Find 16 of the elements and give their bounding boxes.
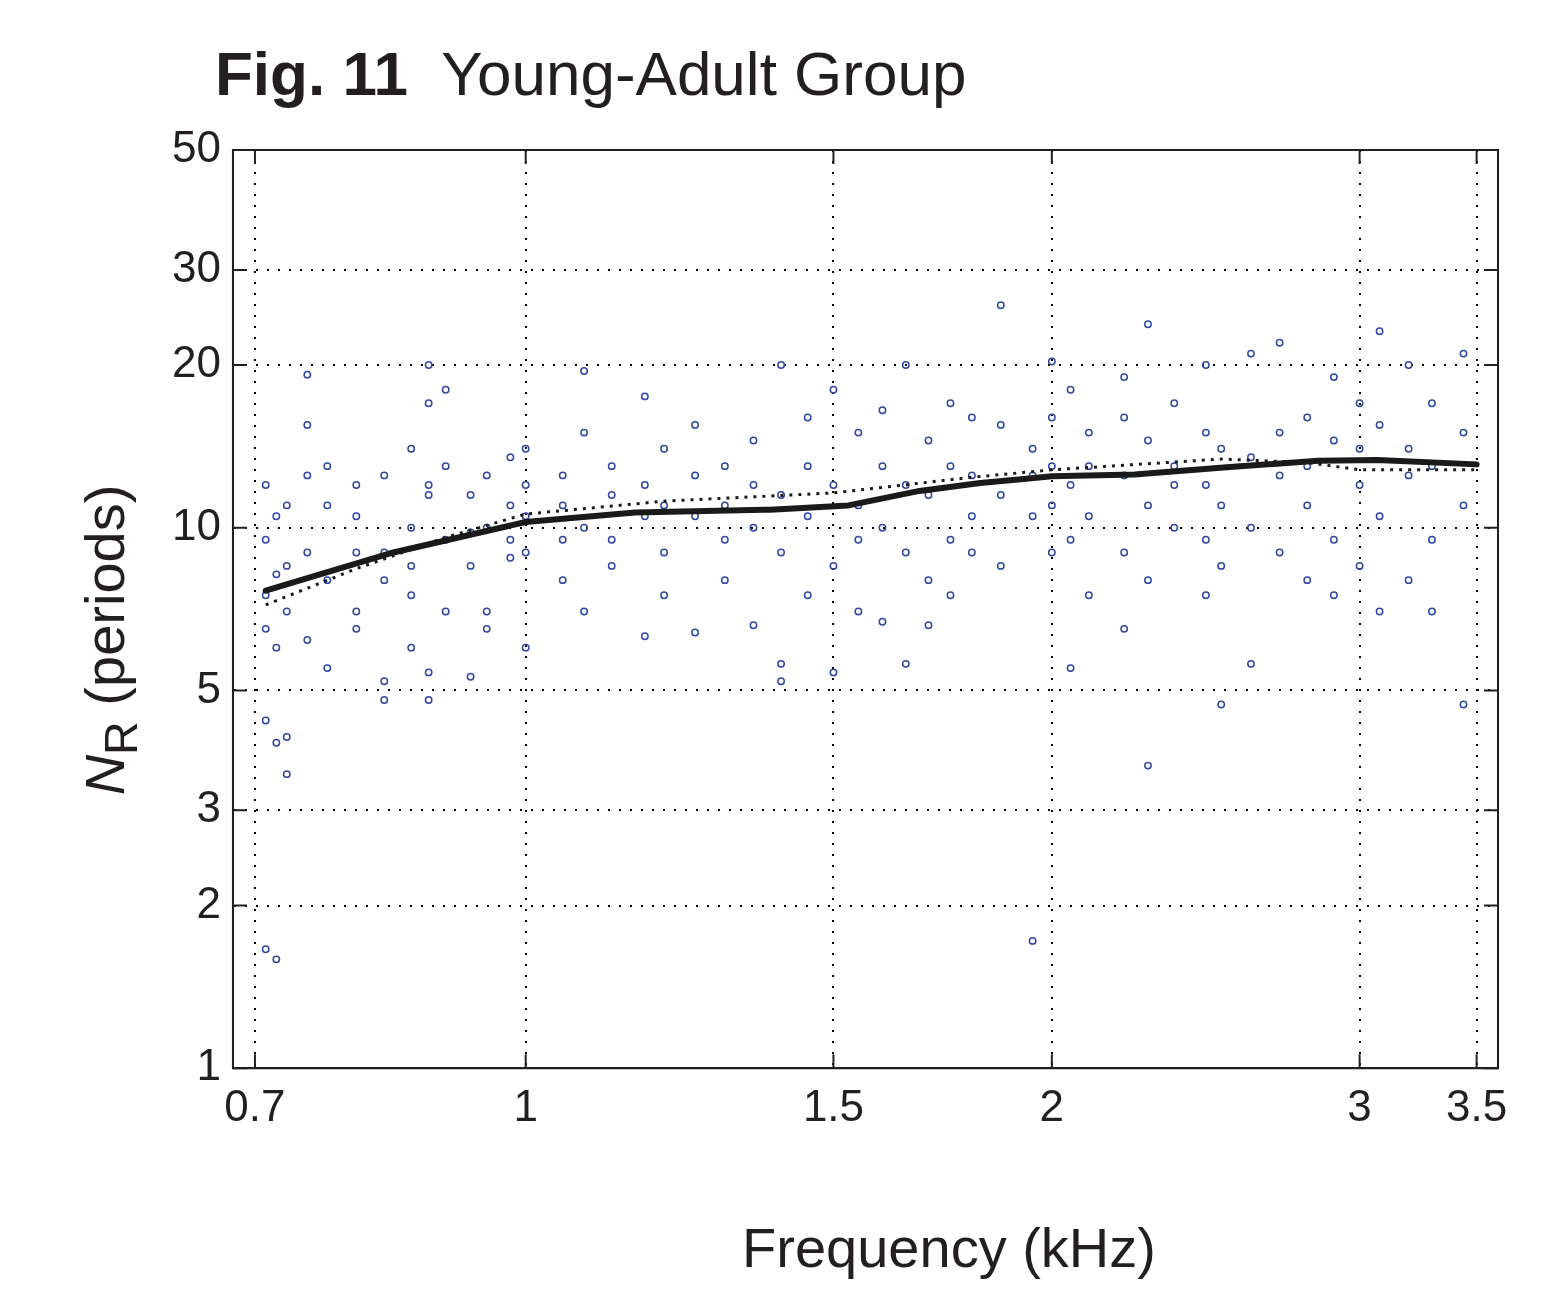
x-tick-label: 3.5	[1446, 1080, 1508, 1130]
y-tick-label: 1	[196, 1040, 221, 1090]
y-tick-label: 50	[171, 122, 221, 172]
x-tick-label: 1.5	[802, 1080, 865, 1130]
x-axis-title: Frequency (kHz)	[742, 1215, 1156, 1280]
y-tick-label: 10	[171, 499, 221, 549]
y-tick-label: 2	[196, 877, 221, 927]
x-tick-label: 1	[513, 1080, 538, 1130]
y-tick-label: 5	[196, 662, 221, 712]
y-tick-label: 3	[196, 782, 221, 832]
x-tick-label: 2	[1039, 1080, 1065, 1130]
x-tick-label: 3	[1347, 1080, 1372, 1130]
y-tick-label: 30	[171, 242, 221, 292]
y-tick-label: 20	[171, 337, 221, 387]
x-tick-label: 0.7	[224, 1080, 286, 1130]
chart-title: Fig. 11 Young-Adult Group	[215, 38, 967, 109]
